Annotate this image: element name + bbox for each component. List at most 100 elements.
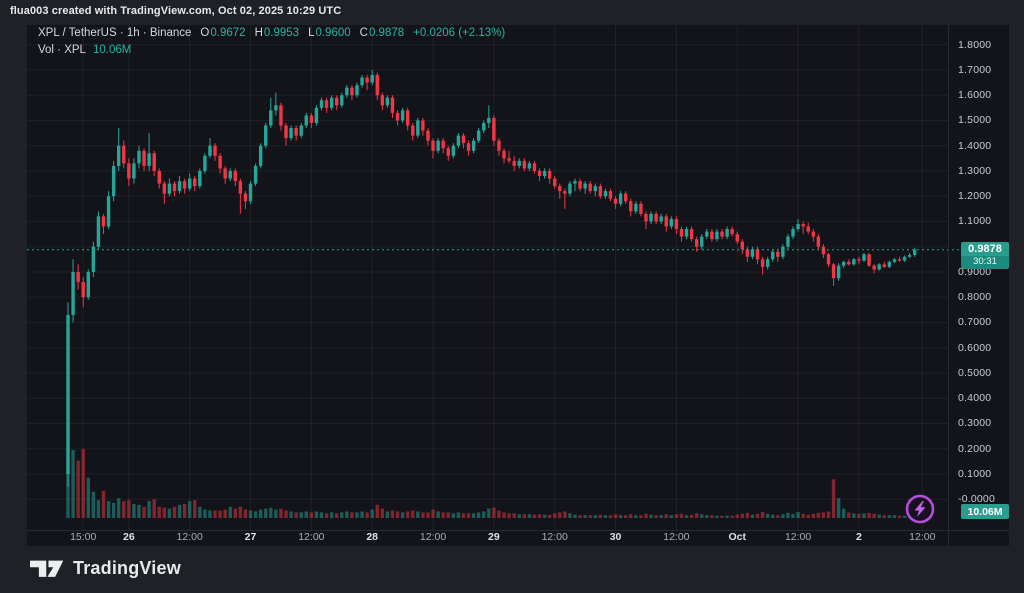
candle-body [679,229,684,237]
candle-body [71,271,75,315]
candle-body [816,236,821,247]
candle-body [81,282,85,298]
volume-bar [218,510,222,518]
volume-bar [583,515,587,518]
volume-bar [796,511,800,518]
volume-bar [735,514,739,518]
candle-body [801,223,805,227]
volume-bar [816,512,821,518]
candle-body [547,170,552,179]
candle-body [720,231,724,237]
volume-bar [421,512,425,518]
volume-bar [198,506,202,518]
chart-pane[interactable] [27,25,1009,546]
volume-bar [872,513,876,518]
volume-bar [269,507,273,518]
candle-body [456,135,461,146]
volume-bar [603,515,608,518]
candle-body [847,261,851,265]
volume-bar [142,506,146,518]
volume-bar [674,514,679,518]
volume-bar [892,515,897,518]
time-tick-label: 12:00 [419,531,447,543]
volume-bar [760,511,765,518]
volume-bar [821,512,826,518]
candle-body [659,216,663,222]
candle-body [177,181,182,192]
volume-bar [684,515,689,518]
candle-body [487,117,491,123]
candle-body [872,265,876,270]
candle-body [497,140,501,151]
volume-bar [111,502,116,518]
candle-body [324,100,329,108]
candle-body [603,191,608,197]
volume-bar [279,508,283,518]
volume-bar [801,513,805,518]
candle-body [441,140,445,149]
candle-body [213,145,217,156]
candle-body [380,95,385,106]
candle-body [502,150,506,159]
price-tick-label: 0.9000 [958,265,992,278]
candle-body [826,254,831,265]
volume-bar [360,511,364,518]
candle-body [760,259,765,267]
volume-bar [127,500,131,518]
volume-bar [299,512,303,518]
candle-body [532,163,537,171]
candle-body [588,183,592,192]
price-tick-label: 1.8000 [958,38,992,51]
flash-boost-button[interactable] [904,493,936,525]
candle-body [482,122,486,131]
volume-legend[interactable]: Vol · XPL 10.06M [38,44,131,56]
candle-body [887,261,892,267]
volume-bar [177,504,182,518]
candle-body [390,97,395,113]
candle-body [553,178,557,187]
price-tick-label: 0.7000 [958,316,992,329]
candle-body [431,140,435,151]
volume-bar [578,515,582,518]
candle-body [370,75,374,83]
candle-body [132,163,136,179]
price-tick-label: 0.8000 [958,291,992,304]
candle-body [193,178,197,187]
volume-bar [512,513,516,518]
volume-bar [350,512,354,518]
volume-bar [375,504,379,518]
price-tick-label: 0.3000 [958,417,992,430]
candle-body [218,155,222,169]
volume-bar [522,514,526,518]
volume-bar [573,514,577,518]
volume-bar [461,513,466,518]
candle-body [649,213,653,222]
tradingview-logo[interactable]: TradingView [30,556,181,580]
volume-bar [416,511,420,518]
candle-body [522,160,526,169]
candle-body [892,259,897,262]
candle-body [182,181,187,189]
volume-bar [527,514,532,518]
candle-body [654,213,658,222]
candle-body [299,125,303,136]
candle-body [912,249,917,255]
candle-body [907,255,912,257]
candle-body [264,125,268,146]
price-tick-label: 1.1000 [958,215,992,228]
last-price-value: 0.9878 [961,241,1009,257]
lightning-icon [914,501,926,517]
candle-body [644,213,648,222]
candle-body [877,264,881,270]
volume-bar [284,510,288,518]
candle-body [669,218,674,227]
candle-body [740,241,745,250]
candle-body [248,183,253,202]
candle-body [137,150,141,164]
symbol-title[interactable]: XPL / TetherUS · 1h · Binance [38,27,192,39]
candle-body [122,145,126,164]
candle-body [471,140,476,151]
price-tick-label: 0.4000 [958,392,992,405]
